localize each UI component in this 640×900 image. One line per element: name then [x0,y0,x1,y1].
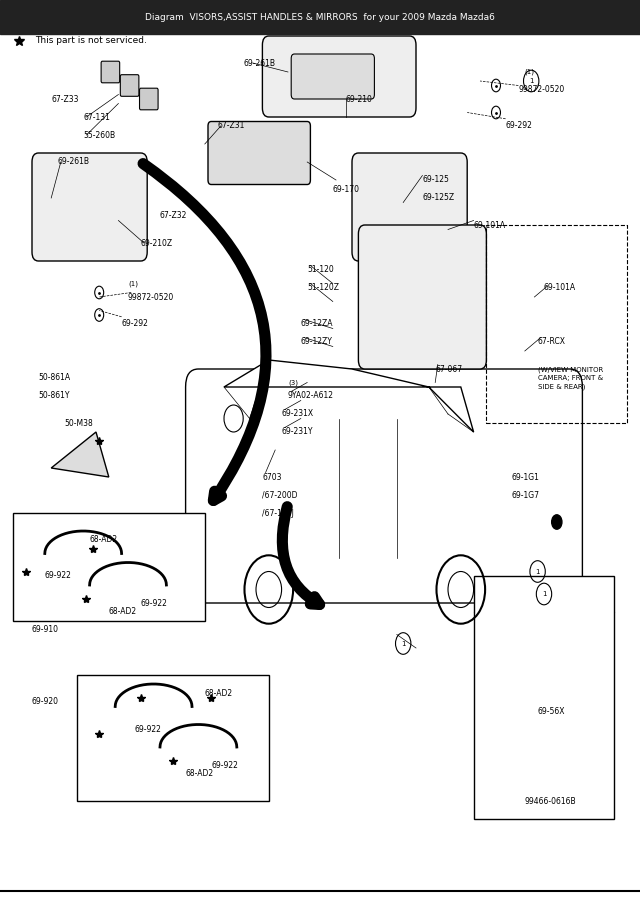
Text: /67-200D: /67-200D [262,491,298,500]
Text: 69-292: 69-292 [122,320,148,328]
Text: 69-210Z: 69-210Z [141,238,173,248]
FancyBboxPatch shape [186,369,582,603]
Bar [13,513,205,621]
Text: 50-861Y: 50-861Y [38,392,70,400]
FancyArrowPatch shape [282,507,319,605]
Text: 69-56X: 69-56X [538,706,565,716]
Text: 69-1G7: 69-1G7 [512,491,540,500]
FancyBboxPatch shape [32,153,147,261]
Text: 67-Z32: 67-Z32 [160,212,188,220]
Text: 67-Z31: 67-Z31 [218,122,245,130]
Text: 50-861A: 50-861A [38,374,70,382]
Text: 51-120: 51-120 [307,266,334,274]
Text: 1: 1 [529,78,534,84]
Text: 69-922: 69-922 [134,724,161,733]
Text: 69-125Z: 69-125Z [422,194,454,202]
FancyBboxPatch shape [291,54,374,99]
Text: (1): (1) [525,68,535,76]
Text: 67-Z33: 67-Z33 [51,94,79,104]
Text: 1: 1 [541,591,547,597]
Text: 51-120Z: 51-120Z [307,284,339,292]
Text: 99872-0520: 99872-0520 [518,86,564,94]
Text: 99872-0520: 99872-0520 [128,292,174,302]
Text: 68-AD2: 68-AD2 [109,608,137,616]
Bar [486,225,627,423]
FancyBboxPatch shape [101,61,120,83]
Text: 67-067: 67-067 [435,364,462,373]
Text: 69-292: 69-292 [506,122,532,130]
Text: 99466-0616B: 99466-0616B [525,796,577,806]
Text: 68-AD2: 68-AD2 [186,770,214,778]
Text: 67-131: 67-131 [83,112,110,122]
Circle shape [552,515,562,529]
FancyBboxPatch shape [120,75,139,96]
Text: Diagram  VISORS,ASSIST HANDLES & MIRRORS  for your 2009 Mazda Mazda6: Diagram VISORS,ASSIST HANDLES & MIRRORS … [145,13,495,22]
FancyBboxPatch shape [262,36,416,117]
Text: 69-261B: 69-261B [243,58,275,68]
Polygon shape [224,360,474,432]
Text: 69-920: 69-920 [32,698,59,706]
Text: (3): (3) [288,379,298,386]
Text: 69-922: 69-922 [211,760,238,770]
Text: 50-M38: 50-M38 [64,418,93,427]
FancyArrowPatch shape [143,164,266,500]
Text: 69-231X: 69-231X [282,410,314,418]
Text: 69-922: 69-922 [141,598,168,608]
Polygon shape [51,432,109,477]
Text: 6703: 6703 [262,472,282,482]
Text: 1: 1 [401,641,406,646]
Bar [77,675,269,801]
Text: 55-260B: 55-260B [83,130,115,140]
Text: 69-12ZA: 69-12ZA [301,320,333,328]
Text: 69-210: 69-210 [346,94,372,104]
Text: 69-170: 69-170 [333,184,360,194]
Text: 68-AD2: 68-AD2 [90,536,118,544]
Bar [474,576,614,612]
Text: 69-101A: 69-101A [544,284,576,292]
Bar [474,576,614,819]
Text: 67-RCX: 67-RCX [538,338,566,346]
Text: 69-231Y: 69-231Y [282,428,313,436]
Text: /67-190J: /67-190J [262,508,294,518]
Text: 9YA02-A612: 9YA02-A612 [288,392,334,400]
Text: 1: 1 [535,569,540,574]
FancyBboxPatch shape [358,225,486,369]
Bar [0,0,640,34]
FancyBboxPatch shape [140,88,158,110]
Text: 69-261B: 69-261B [58,158,90,166]
Text: 69-125: 69-125 [422,176,449,184]
Text: (W/VIEW MONITOR
CAMERA; FRONT &
SIDE & REAR): (W/VIEW MONITOR CAMERA; FRONT & SIDE & R… [538,366,603,390]
FancyBboxPatch shape [352,153,467,261]
Text: 69-922: 69-922 [45,572,72,580]
Text: This part is not serviced.: This part is not serviced. [35,36,147,45]
Text: 69-910: 69-910 [32,626,59,634]
Text: 69-12ZY: 69-12ZY [301,338,333,346]
Text: 69-1G1: 69-1G1 [512,472,540,482]
Text: 69-101A: 69-101A [474,220,506,230]
Text: (1): (1) [128,280,138,287]
FancyBboxPatch shape [208,122,310,184]
Text: 68-AD2: 68-AD2 [205,688,233,698]
